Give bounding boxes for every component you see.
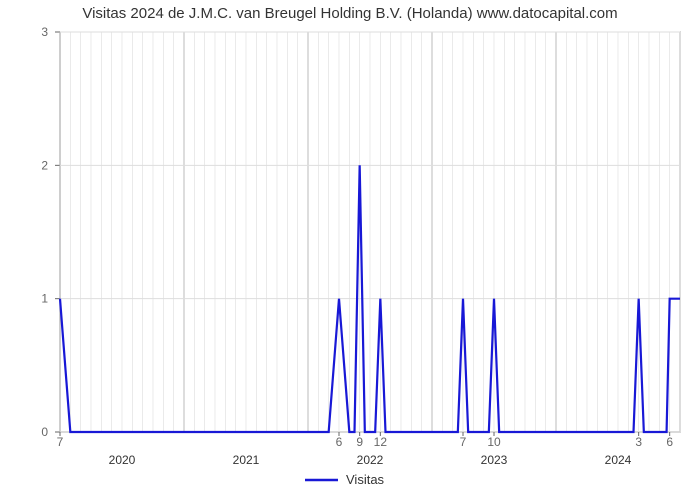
x-tick-label: 7 xyxy=(57,435,64,449)
x-year-label: 2024 xyxy=(605,453,632,467)
x-grid xyxy=(60,32,680,432)
chart-title: Visitas 2024 de J.M.C. van Breugel Holdi… xyxy=(82,5,617,22)
x-tick-label: 12 xyxy=(374,435,388,449)
x-year-label: 2022 xyxy=(357,453,384,467)
x-tick-label: 9 xyxy=(356,435,363,449)
x-year-label: 2023 xyxy=(481,453,508,467)
x-year-label: 2021 xyxy=(233,453,260,467)
x-tick-label: 6 xyxy=(666,435,673,449)
legend-label: Visitas xyxy=(346,472,385,487)
x-year-label: 2020 xyxy=(109,453,136,467)
y-tick-label: 0 xyxy=(41,425,48,439)
x-tick-label: 6 xyxy=(336,435,343,449)
x-tick-label: 10 xyxy=(487,435,501,449)
y-tick-label: 1 xyxy=(41,292,48,306)
x-tick-label: 7 xyxy=(460,435,467,449)
y-tick-label: 2 xyxy=(41,158,48,172)
y-tick-label: 3 xyxy=(41,25,48,39)
x-tick-label: 3 xyxy=(635,435,642,449)
